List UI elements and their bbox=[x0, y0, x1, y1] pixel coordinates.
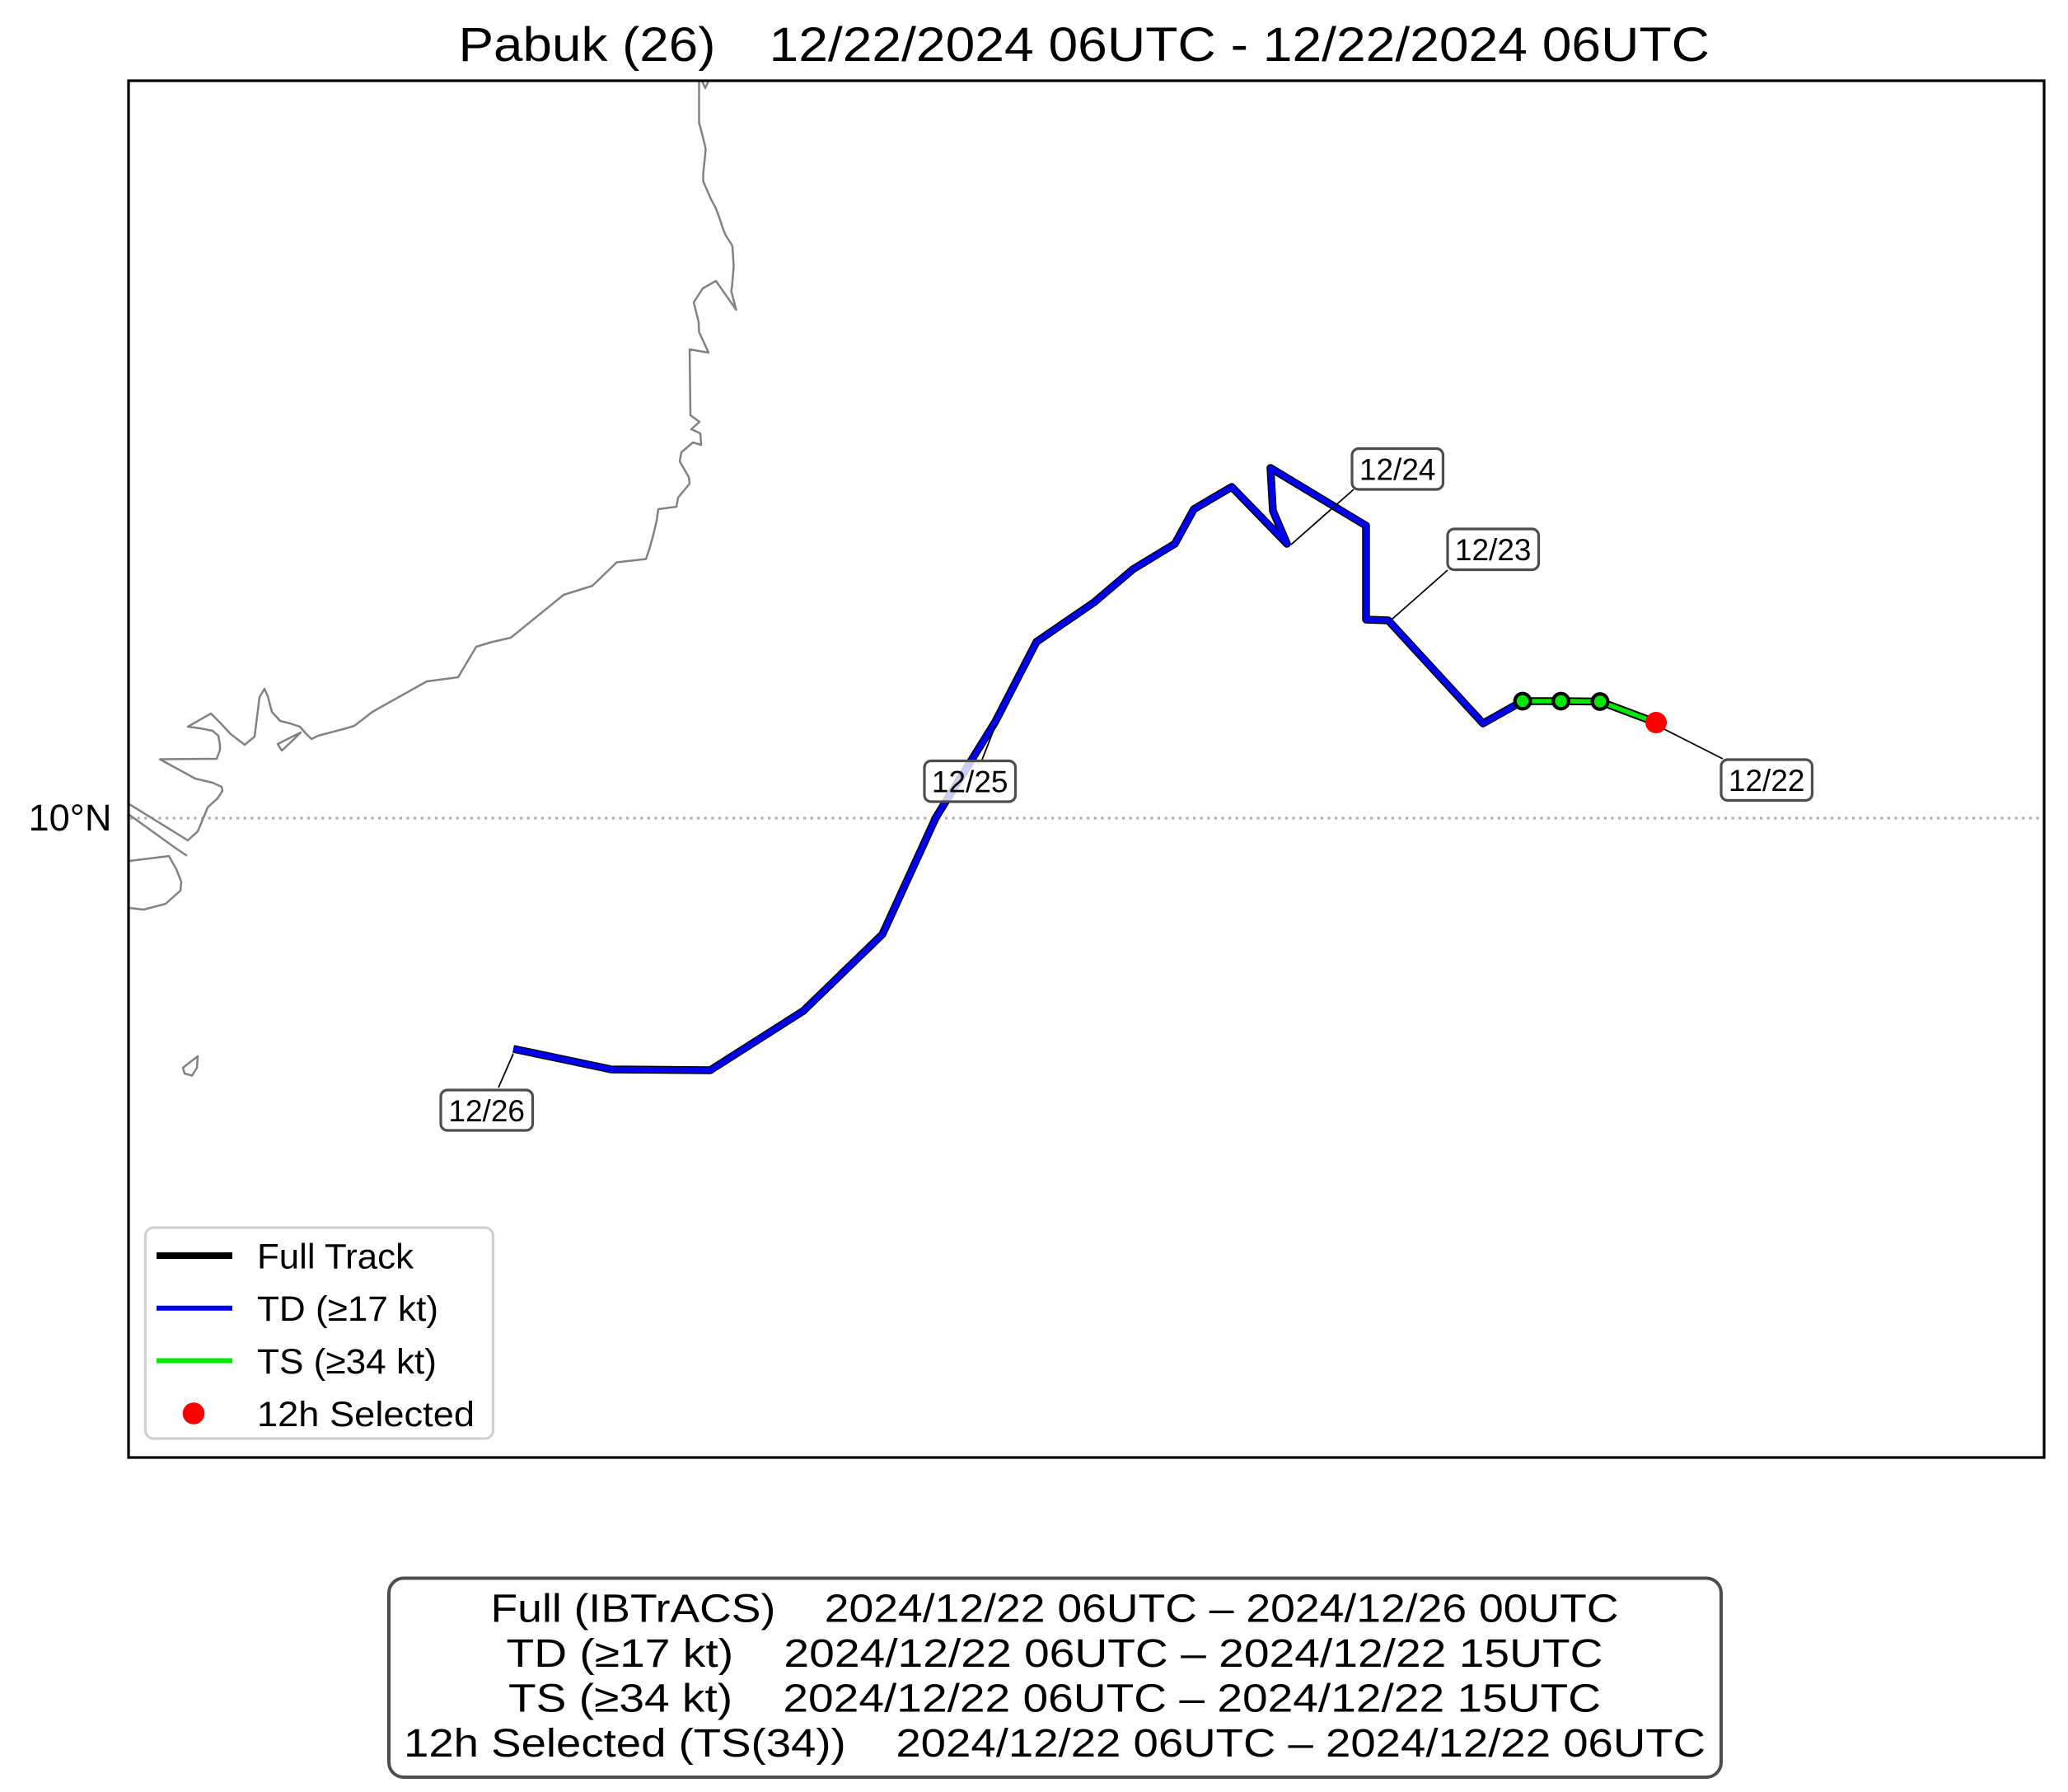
svg-text:TS (≥34 kt): TS (≥34 kt) bbox=[257, 1342, 437, 1382]
svg-text:10°N: 10°N bbox=[29, 797, 112, 839]
svg-text:TD (≥17 kt): TD (≥17 kt) bbox=[257, 1289, 438, 1329]
svg-text:TD (≥17 kt) 2024/12/22 06UT: TD (≥17 kt) 2024/12/22 06UTC – 2024/12/2… bbox=[507, 1632, 1603, 1676]
svg-text:12/23: 12/23 bbox=[1455, 533, 1532, 567]
svg-text:12/26: 12/26 bbox=[448, 1094, 525, 1128]
svg-text:12/22/2024 06UTC - 12/22/2024: 12/22/2024 06UTC - 12/22/2024 06UTC bbox=[770, 18, 1710, 72]
svg-text:12h Selected: 12h Selected bbox=[257, 1395, 475, 1434]
svg-text:12/22: 12/22 bbox=[1729, 764, 1805, 798]
svg-text:Full (IBTrACS) 2024/12/22 0: Full (IBTrACS) 2024/12/22 06UTC – 2024/1… bbox=[491, 1588, 1619, 1631]
svg-text:TS (≥34 kt) 2024/12/22 06UT: TS (≥34 kt) 2024/12/22 06UTC – 2024/12/2… bbox=[508, 1677, 1601, 1721]
svg-text:12/25: 12/25 bbox=[932, 765, 1008, 799]
svg-text:Pabuk (26): Pabuk (26) bbox=[459, 18, 716, 72]
svg-text:Full Track: Full Track bbox=[257, 1238, 414, 1277]
svg-text:12h Selected (TS(34)) 2024/: 12h Selected (TS(34)) 2024/12/22 06UTC –… bbox=[404, 1722, 1705, 1766]
svg-text:12/24: 12/24 bbox=[1359, 453, 1436, 487]
